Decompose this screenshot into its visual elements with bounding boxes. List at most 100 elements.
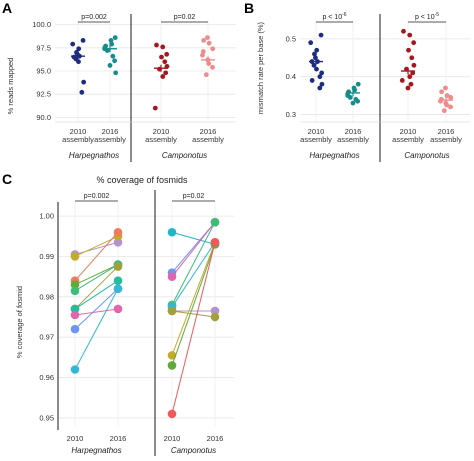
- data-point-2010: [167, 272, 177, 281]
- pair-line: [74, 308, 119, 316]
- panel-a: A % reads mapped 90.0 92.5 95.0 97.5 100.0 p=…: [2, 0, 236, 162]
- x-tick-label: 2010: [400, 127, 417, 136]
- y-tick-label: 0.97: [39, 333, 54, 342]
- pair-line: [171, 242, 216, 415]
- data-point: [407, 32, 413, 38]
- data-point: [206, 61, 212, 66]
- pair-line: [74, 280, 119, 310]
- data-point: [439, 89, 445, 95]
- x-tick-label: 2010: [308, 127, 325, 136]
- data-point: [317, 74, 323, 80]
- data-point-2010: [167, 227, 177, 237]
- pair-line: [171, 310, 216, 318]
- data-point: [112, 35, 118, 41]
- data-point: [206, 40, 212, 46]
- y-tick-label: 90.0: [36, 113, 51, 122]
- significance-label: p < 10-6: [322, 12, 346, 21]
- panel-c-title: % coverage of fosmids: [96, 175, 188, 185]
- panel-b: B mismatch rate per base (%) 0.3 0.4 0.5 p …: [244, 0, 470, 162]
- data-point: [444, 102, 450, 108]
- y-tick-label: 0.5: [286, 34, 296, 43]
- data-point: [110, 53, 116, 59]
- x-tick-label: assembly: [337, 135, 369, 144]
- panel-a-plot: 90.0 92.5 95.0 97.5 100.0 p=0.002 Harpegnathos…: [32, 14, 236, 162]
- data-point: [76, 59, 81, 65]
- y-tick-label: 92.5: [36, 90, 51, 99]
- significance-label: p=0.02: [183, 193, 205, 200]
- data-point: [210, 64, 215, 70]
- x-tick-label: 2010: [70, 127, 87, 136]
- data-point: [401, 28, 406, 34]
- data-point: [108, 38, 114, 43]
- data-point: [159, 54, 164, 60]
- data-point: [318, 32, 324, 38]
- pair-line: [171, 242, 216, 356]
- data-point-2016: [113, 227, 123, 237]
- data-point-2016: [210, 306, 220, 316]
- data-point: [308, 40, 314, 46]
- data-point: [80, 38, 86, 43]
- data-point: [164, 51, 170, 57]
- x-tick-label: assembly: [430, 135, 462, 144]
- data-point: [200, 49, 206, 54]
- data-point-2010: [70, 310, 80, 320]
- pair-line: [74, 266, 119, 310]
- x-tick-label: 2016: [110, 434, 127, 443]
- pair-line: [74, 288, 119, 370]
- data-point-2010: [70, 280, 80, 290]
- x-tick-label: assembly: [300, 135, 332, 144]
- panel-b-ylabel: mismatch rate per base (%): [256, 21, 265, 114]
- data-point: [448, 104, 453, 110]
- data-point: [314, 66, 319, 72]
- group-label: Harpegnathos: [69, 151, 119, 160]
- x-tick-label: 2010: [153, 127, 170, 136]
- group-label: Harpegnathos: [309, 151, 359, 160]
- data-point: [201, 38, 207, 43]
- data-point-2016: [113, 284, 123, 294]
- group-label: Camponotus: [404, 151, 449, 160]
- data-point-2016: [113, 304, 123, 314]
- pair-line: [171, 221, 216, 277]
- x-tick-label: 2010: [164, 434, 181, 443]
- y-tick-label: 95.0: [36, 67, 51, 76]
- pair-line: [171, 231, 216, 245]
- x-tick-label: assembly: [392, 135, 424, 144]
- panel-c: C % coverage of fosmids % coverage of fo…: [2, 171, 234, 456]
- y-tick-label: 0.96: [39, 373, 54, 382]
- data-point: [411, 62, 417, 68]
- data-point: [355, 81, 361, 87]
- data-point: [205, 35, 210, 41]
- panel-c-letter: C: [2, 171, 12, 187]
- pair-line: [74, 264, 119, 292]
- data-point: [81, 79, 87, 85]
- data-point-2010: [167, 351, 177, 360]
- data-point: [319, 81, 325, 87]
- data-point: [154, 42, 159, 48]
- x-tick-label: assembly: [145, 135, 177, 144]
- data-point: [406, 47, 411, 53]
- data-point: [311, 62, 317, 68]
- data-point: [408, 81, 414, 87]
- panel-c-plot: 0.95 0.96 0.97 0.98 0.99 1.00 p=0.002 2010 2016 H…: [39, 190, 234, 456]
- data-point: [160, 44, 166, 50]
- data-point: [347, 95, 353, 100]
- y-tick-label: 0.99: [39, 252, 54, 261]
- data-point-2010: [70, 252, 80, 261]
- data-point-2010: [167, 409, 177, 419]
- panel-b-letter: B: [244, 0, 254, 16]
- significance-label: p=0.002: [84, 193, 110, 200]
- significance-label: p=0.02: [174, 14, 196, 21]
- data-point: [200, 52, 205, 58]
- x-tick-label: 2016: [438, 127, 455, 136]
- data-point: [441, 108, 447, 114]
- data-point: [163, 70, 169, 76]
- panel-c-ylabel: % coverage of fosmid: [15, 286, 24, 358]
- data-point-2010: [70, 324, 80, 334]
- data-point: [319, 70, 325, 76]
- data-point: [313, 55, 318, 61]
- data-point: [70, 41, 76, 47]
- x-tick-label: 2016: [207, 434, 224, 443]
- data-point: [113, 70, 119, 76]
- data-point: [409, 55, 415, 61]
